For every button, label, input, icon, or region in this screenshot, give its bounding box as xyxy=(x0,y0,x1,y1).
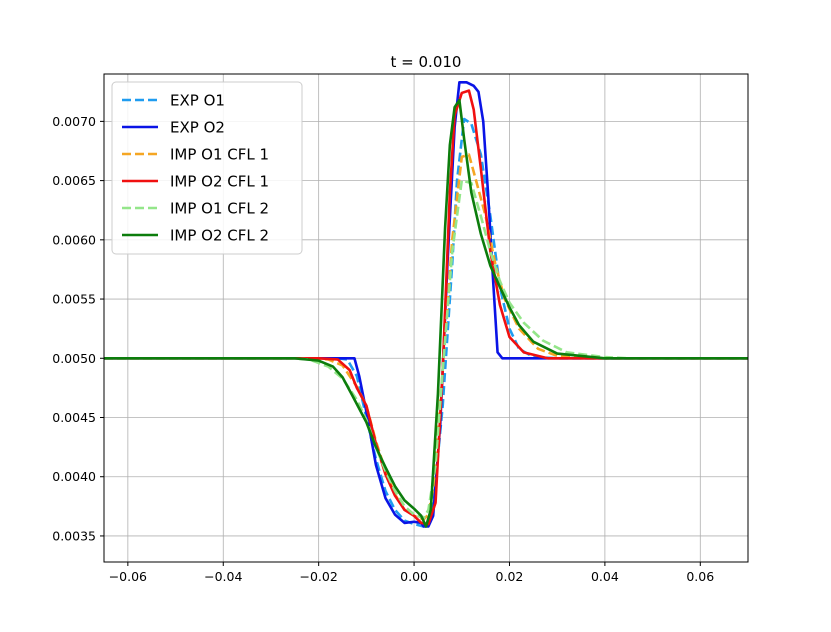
series-line-imp-o2-cfl-2 xyxy=(104,98,748,528)
legend-label-imp-o2-cfl-2: IMP O2 CFL 2 xyxy=(170,227,269,245)
y-tick-label: 0.0040 xyxy=(52,469,96,484)
y-tick-label: 0.0055 xyxy=(52,292,96,307)
x-tick-label: 0.00 xyxy=(400,569,428,584)
plot-frame xyxy=(103,73,749,563)
y-tick-label: 0.0070 xyxy=(52,114,96,129)
y-tick-label: 0.0050 xyxy=(52,351,96,366)
legend-label-exp-o1: EXP O1 xyxy=(170,92,225,110)
legend-label-imp-o1-cfl-2: IMP O1 CFL 2 xyxy=(170,200,269,218)
series-layer xyxy=(104,80,748,528)
legend-box xyxy=(111,81,303,255)
x-tick-label: 0.02 xyxy=(496,569,524,584)
x-tick-label: −0.02 xyxy=(300,569,338,584)
legend: EXP O1 EXP O2 IMP O1 CFL 1 IMP O2 CFL 1 IMP … xyxy=(111,81,303,255)
axis-ticks: −0.06 −0.04 −0.02 0.00 0.02 0.04 0.06 0.0035 0.0… xyxy=(52,114,714,584)
chart-title: t = 0.010 xyxy=(391,53,462,71)
x-tick-label: 0.06 xyxy=(686,569,714,584)
x-tick-label: −0.06 xyxy=(109,569,147,584)
series-line-imp-o2-cfl-1 xyxy=(104,89,748,526)
y-tick-label: 0.0045 xyxy=(52,410,96,425)
x-tick-label: −0.04 xyxy=(204,569,242,584)
y-tick-label: 0.0065 xyxy=(52,173,96,188)
legend-label-imp-o1-cfl-1: IMP O1 CFL 1 xyxy=(170,146,269,164)
y-tick-label: 0.0060 xyxy=(52,232,96,247)
y-tick-label: 0.0035 xyxy=(52,528,96,543)
x-tick-label: 0.04 xyxy=(591,569,619,584)
legend-label-imp-o2-cfl-1: IMP O2 CFL 1 xyxy=(170,173,269,191)
legend-label-exp-o2: EXP O2 xyxy=(170,119,225,137)
